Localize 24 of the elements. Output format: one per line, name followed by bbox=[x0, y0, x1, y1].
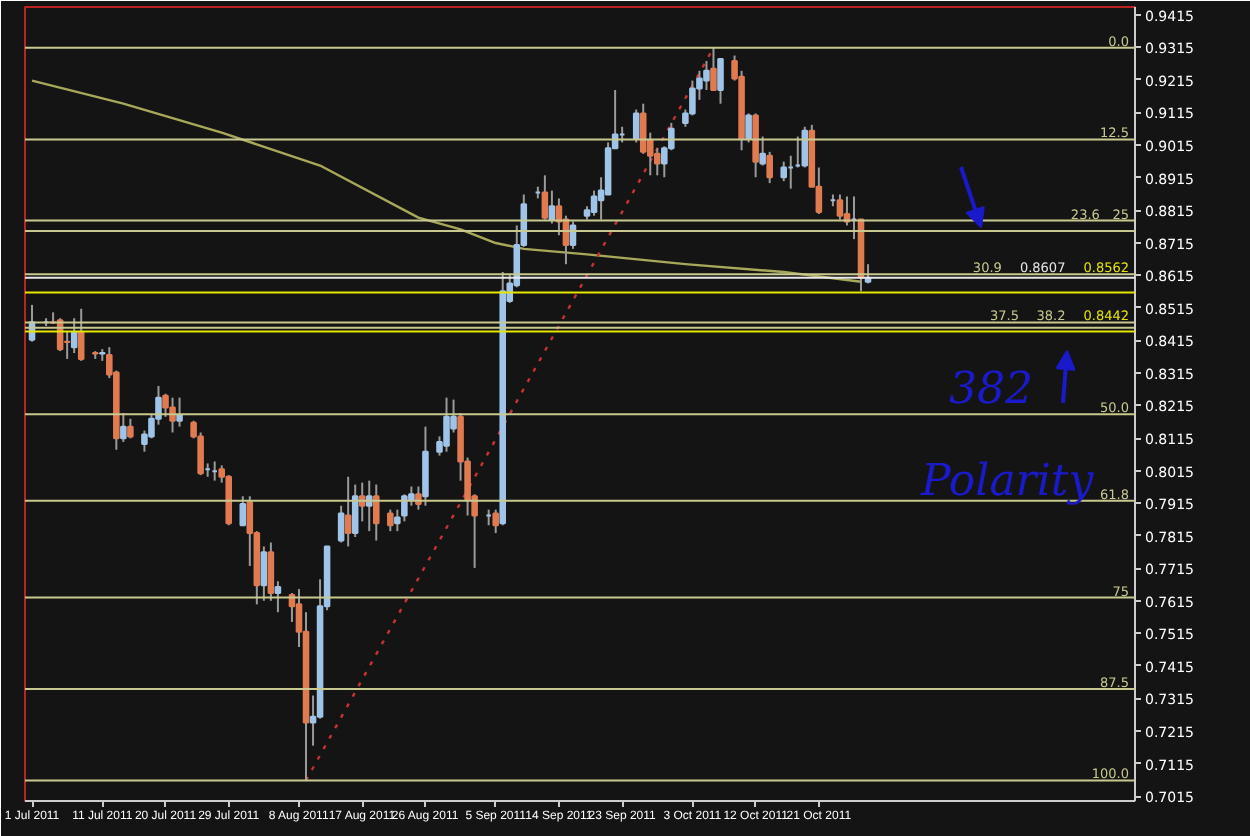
candlestick bbox=[401, 493, 408, 523]
candlestick bbox=[169, 396, 176, 434]
candlestick bbox=[780, 160, 788, 183]
candlestick bbox=[443, 396, 450, 453]
line-series bbox=[30, 79, 863, 283]
candlestick bbox=[387, 508, 394, 533]
candlestick bbox=[745, 112, 752, 144]
candlestick bbox=[120, 411, 127, 443]
candlestick bbox=[541, 174, 549, 221]
annotation: Polarity bbox=[919, 457, 1095, 507]
candlestick bbox=[703, 60, 710, 92]
annotation: 382 bbox=[949, 365, 1033, 415]
candlestick bbox=[372, 483, 380, 542]
candlestick bbox=[344, 475, 352, 548]
candlestick bbox=[127, 417, 134, 440]
candlestick bbox=[836, 193, 844, 221]
candlestick bbox=[365, 479, 373, 533]
candlestick bbox=[260, 545, 268, 602]
candlestick bbox=[274, 580, 282, 614]
candlestick bbox=[752, 112, 759, 179]
candlestick bbox=[176, 396, 183, 428]
candlestick bbox=[239, 495, 247, 527]
candlestick bbox=[422, 425, 429, 507]
candlestick bbox=[710, 46, 717, 92]
